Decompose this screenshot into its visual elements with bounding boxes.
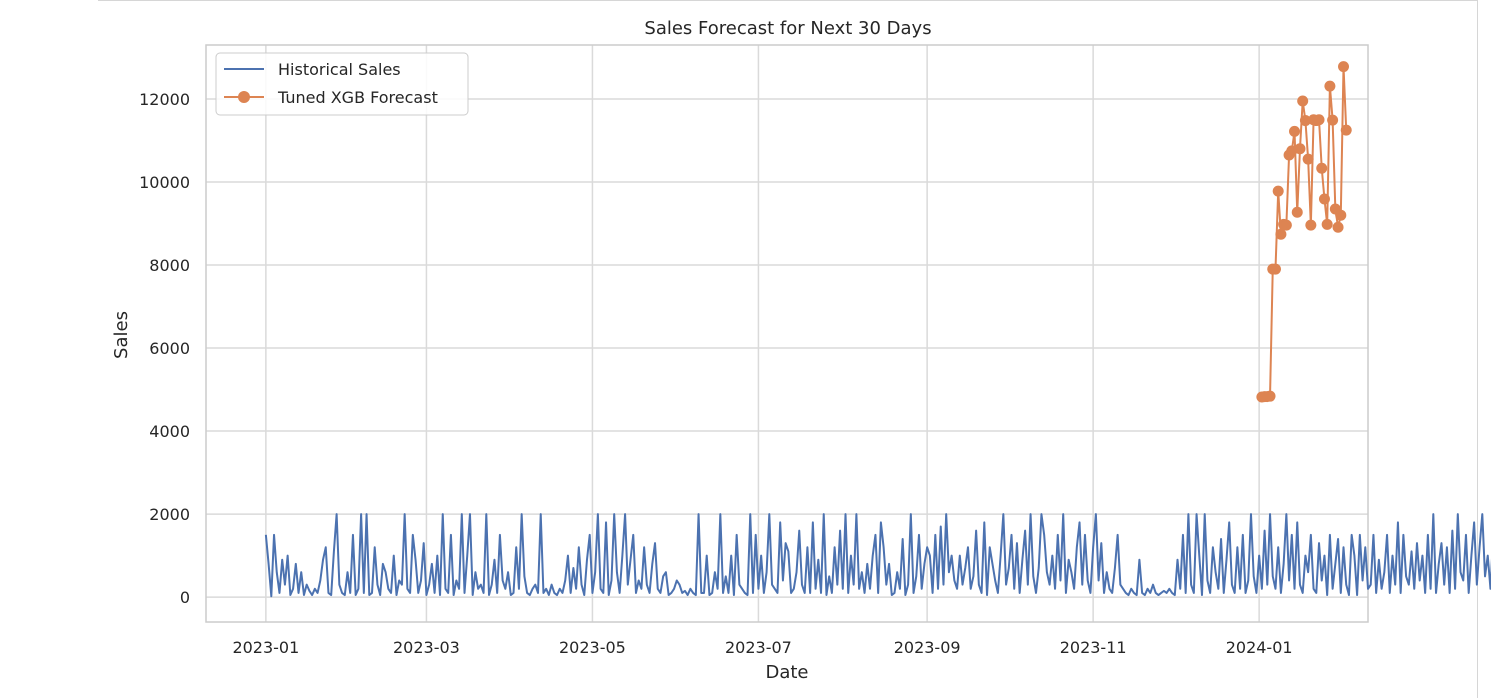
x-tick-label: 2023-09 [894,638,961,657]
forecast-point [1321,218,1333,230]
x-tick-label: 2023-07 [725,638,792,657]
figure-right-border [1477,0,1478,698]
historical-sales-line [264,513,1491,598]
forecast-point [1264,390,1276,402]
forecast-point [1275,228,1287,240]
forecast-point [1327,114,1339,126]
x-tick-label: 2023-03 [393,638,460,657]
x-axis-ticks: 2023-01 2023-03 2023-05 2023-07 2023-09 2023-… [232,638,1292,657]
forecast-point [1289,125,1301,137]
forecast-point [1272,185,1284,197]
x-tick-label: 2023-11 [1060,638,1127,657]
forecast-point [1335,209,1347,221]
chart-title: Sales Forecast for Next 30 Days [644,18,931,39]
forecast-point [1305,219,1317,231]
y-tick-label: 12000 [139,90,190,109]
plot-area-frame [205,44,1369,623]
forecast-point [1332,221,1344,233]
x-tick-label: 2023-01 [232,638,299,657]
y-axis-label: Sales [111,311,132,359]
legend: Historical Sales Tuned XGB Forecast [215,52,469,116]
y-tick-label: 6000 [149,339,190,358]
forecast-point [1338,61,1350,73]
forecast-point [1269,263,1281,275]
forecast-point [1299,115,1311,127]
series-layer [264,61,1491,598]
forecast-point [1302,153,1314,165]
y-tick-label: 4000 [149,422,190,441]
tuned-xgb-forecast-series [1256,61,1352,403]
forecast-point [1340,124,1352,136]
forecast-point [1294,143,1306,155]
grid-lines [206,45,1368,622]
y-tick-label: 2000 [149,505,190,524]
x-tick-label: 2023-05 [559,638,626,657]
forecast-point [1318,193,1330,205]
forecast-point [1280,219,1292,231]
forecast-point [1324,80,1336,92]
legend-historical-label: Historical Sales [278,60,401,79]
y-tick-label: 0 [180,588,190,607]
legend-box [215,52,469,116]
y-axis-ticks: 0 2000 4000 6000 8000 10000 12000 [139,90,190,607]
forecast-point [1313,114,1325,126]
y-tick-label: 10000 [139,173,190,192]
forecast-point [1297,95,1309,107]
y-tick-label: 8000 [149,256,190,275]
legend-forecast-label: Tuned XGB Forecast [277,88,438,107]
forecast-line [1261,65,1348,398]
historical-sales-series [264,513,1491,598]
forecast-point [1316,162,1328,174]
x-axis-label: Date [765,662,808,683]
x-tick-label: 2024-01 [1226,638,1293,657]
figure-top-border [98,0,1478,1]
forecast-point [1291,206,1303,218]
legend-forecast-marker [238,91,250,103]
